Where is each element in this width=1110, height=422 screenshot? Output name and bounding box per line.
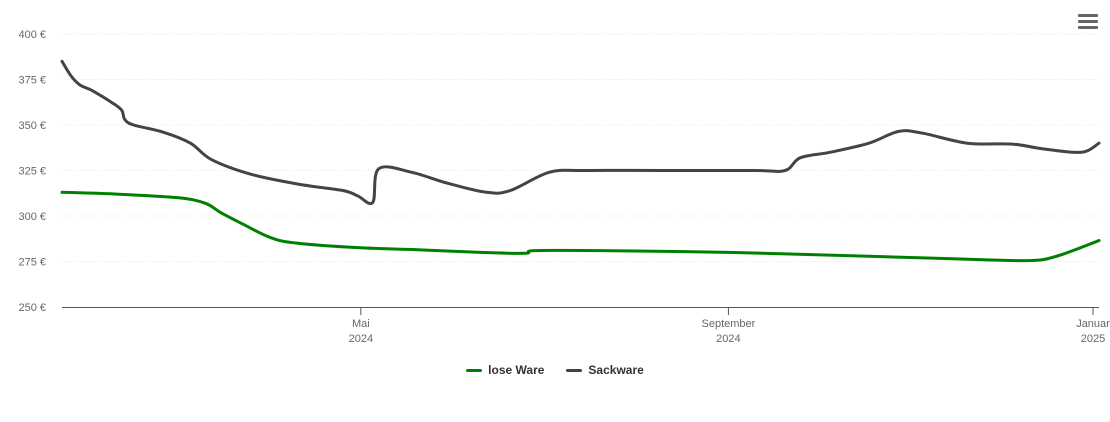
y-tick-label: 350 € bbox=[18, 120, 46, 132]
grid-lines bbox=[62, 33, 1099, 262]
y-tick-label: 275 € bbox=[18, 257, 46, 269]
chart-menu-icon[interactable] bbox=[1078, 14, 1098, 30]
x-tick-label-year: 2024 bbox=[716, 333, 740, 345]
legend-item-sackware[interactable]: Sackware bbox=[566, 363, 644, 377]
x-tick-label: Januar bbox=[1076, 318, 1110, 330]
x-tick-label: Mai bbox=[352, 318, 370, 330]
y-tick-label: 250 € bbox=[18, 302, 46, 314]
series-line-sackware[interactable] bbox=[60, 59, 1101, 206]
legend-item-lose-ware[interactable]: lose Ware bbox=[466, 363, 544, 377]
legend-swatch-lose-ware bbox=[466, 368, 483, 372]
y-tick-label: 400 € bbox=[18, 29, 46, 41]
series-line-lose-ware[interactable] bbox=[60, 190, 1101, 263]
y-axis: 250 € 275 € 300 € 325 € 350 € 375 € 400 € bbox=[18, 29, 46, 314]
legend-swatch-sackware bbox=[566, 368, 583, 372]
x-tick-label-year: 2024 bbox=[349, 333, 373, 345]
legend: lose Ware Sackware bbox=[0, 363, 1110, 377]
y-tick-label: 300 € bbox=[18, 211, 46, 223]
x-tick-label-year: 2025 bbox=[1081, 333, 1105, 345]
series-lines bbox=[60, 59, 1101, 263]
y-tick-label: 325 € bbox=[18, 166, 46, 178]
x-axis: Mai 2024 September 2024 Januar 2025 bbox=[349, 307, 1110, 345]
y-tick-label: 375 € bbox=[18, 75, 46, 87]
legend-label-sackware: Sackware bbox=[588, 363, 644, 377]
x-tick-label: September bbox=[702, 318, 756, 330]
legend-label-lose-ware: lose Ware bbox=[488, 363, 545, 377]
